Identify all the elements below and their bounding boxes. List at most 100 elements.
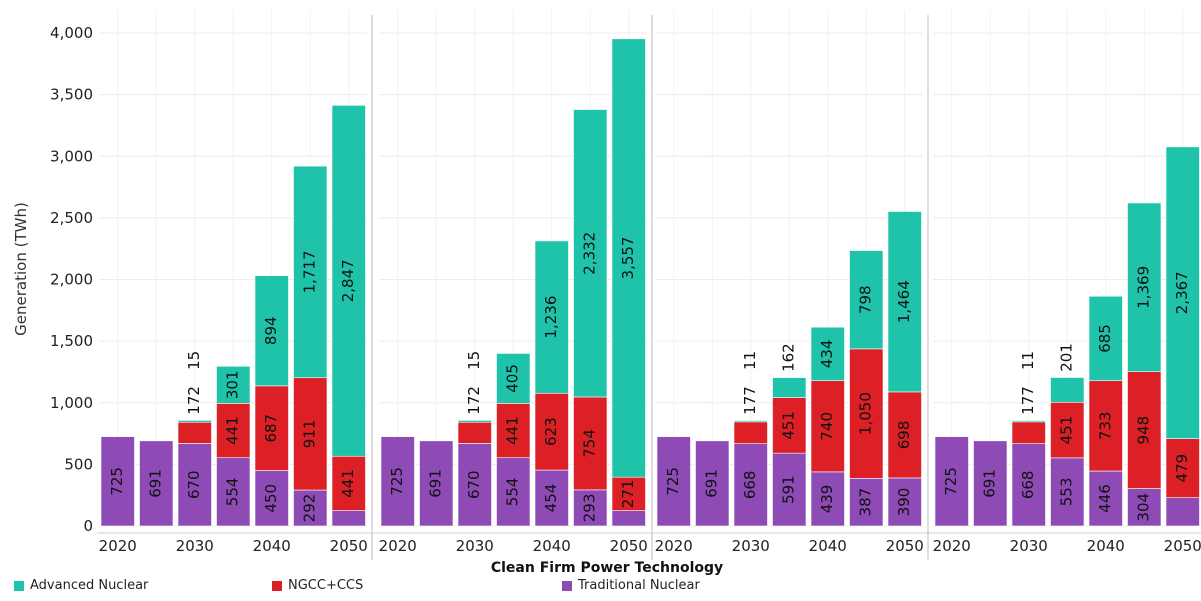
bar-segment [216,403,251,459]
data-label: 201 [1058,343,1076,372]
y-tick-label: 2,500 [50,209,93,227]
y-axis-label: Generation (TWh) [12,202,30,336]
bar-segment [573,109,608,398]
bar-segment [934,436,969,527]
bar-segment [254,275,289,387]
legend-swatch [272,580,282,591]
bar-segment [772,397,807,454]
legend-label: NGCC+CCS [288,578,364,593]
x-tick-label: 2050 [330,537,368,555]
data-label: 15 [465,351,483,370]
chart-legend: Advanced Nuclear NGCC+CCS Traditional Nucl… [0,578,1201,598]
bar-segment [331,510,366,527]
x-tick-label: 2020 [99,537,137,555]
bar-segment [573,489,608,527]
x-tick-label: 2020 [933,537,971,555]
bar-segment [457,443,492,527]
x-tick-label: 2020 [379,537,417,555]
x-tick-label: 2030 [732,537,770,555]
data-label: 687 [262,414,280,443]
bar-segment [496,403,531,459]
data-label: 3,557 [619,237,637,280]
x-tick-label: 2040 [809,537,847,555]
bar-segment [177,421,212,444]
bar-segment [733,420,768,423]
data-label: 390 [895,488,913,517]
data-label: 387 [857,488,875,517]
data-label: 733 [1096,412,1114,441]
bar-segment [887,477,922,527]
bar-segment [1050,377,1085,403]
x-tick-label: 2030 [456,537,494,555]
bar-segment [611,38,646,478]
bar-segment [534,240,569,394]
data-label: 725 [942,467,960,496]
bar-segment [849,250,884,350]
y-tick-label: 1,000 [50,394,93,412]
data-label: 740 [818,412,836,441]
y-tick-label: 4,000 [50,24,93,42]
bar-segment [216,365,251,404]
bar-segment [380,436,415,527]
data-label: 691 [147,469,165,498]
data-label: 301 [224,370,242,399]
bar-segment [496,353,531,404]
data-label: 911 [301,420,319,449]
bar-segment [1088,470,1123,527]
bar-segment [496,457,531,527]
bar-segment [293,489,328,527]
data-label: 172 [465,386,483,415]
x-tick-label: 2030 [176,537,214,555]
bar-segment [1011,443,1046,527]
data-label: 591 [780,475,798,504]
bar-segment [293,165,328,379]
data-label: 271 [619,480,637,509]
data-label: 450 [262,484,280,513]
data-label: 446 [1096,484,1114,513]
bar-segment [772,452,807,527]
bar-segment [1165,438,1200,498]
bar-segment [457,421,492,444]
bar-segment [810,471,845,527]
legend-label: Advanced Nuclear [30,578,149,593]
data-label: 434 [818,340,836,369]
bar-segment [733,421,768,444]
bar-segment [1050,457,1085,527]
bar-segment [177,443,212,527]
bar-segment [177,420,212,423]
data-label: 685 [1096,324,1114,353]
x-tick-label: 2050 [610,537,648,555]
data-label: 754 [581,429,599,458]
x-tick-label: 2050 [886,537,924,555]
data-label: 948 [1135,416,1153,445]
y-tick-label: 2,000 [50,271,93,289]
data-label: 668 [741,471,759,500]
data-label: 670 [185,470,203,499]
bar-segment [849,478,884,527]
data-label: 2,847 [339,259,357,302]
data-label: 454 [542,484,560,513]
legend-label: Traditional Nuclear [578,578,700,593]
data-label: 725 [108,467,126,496]
bar-segment [887,211,922,393]
data-label: 670 [465,470,483,499]
bar-segment [534,392,569,471]
stacked-bar-chart: Generation (TWh) 0 500 1,000 1,500 2,000 2,500… [12,10,1201,576]
bar-segment [695,440,730,527]
data-label: 1,464 [895,280,913,323]
bar-segment [457,420,492,423]
legend-swatch [562,580,572,591]
data-label: 691 [981,469,999,498]
data-label: 725 [388,467,406,496]
bar-segment [810,380,845,473]
bar-segment [733,443,768,527]
bar-segment [1050,401,1085,459]
data-label: 1,050 [857,392,875,435]
bar-segment [1127,202,1162,372]
bar-segment [100,436,135,527]
data-label: 1,369 [1135,266,1153,309]
data-label: 698 [895,421,913,450]
data-label: 293 [581,494,599,523]
x-tick-label: 2050 [1164,537,1201,555]
data-label: 11 [741,351,759,370]
